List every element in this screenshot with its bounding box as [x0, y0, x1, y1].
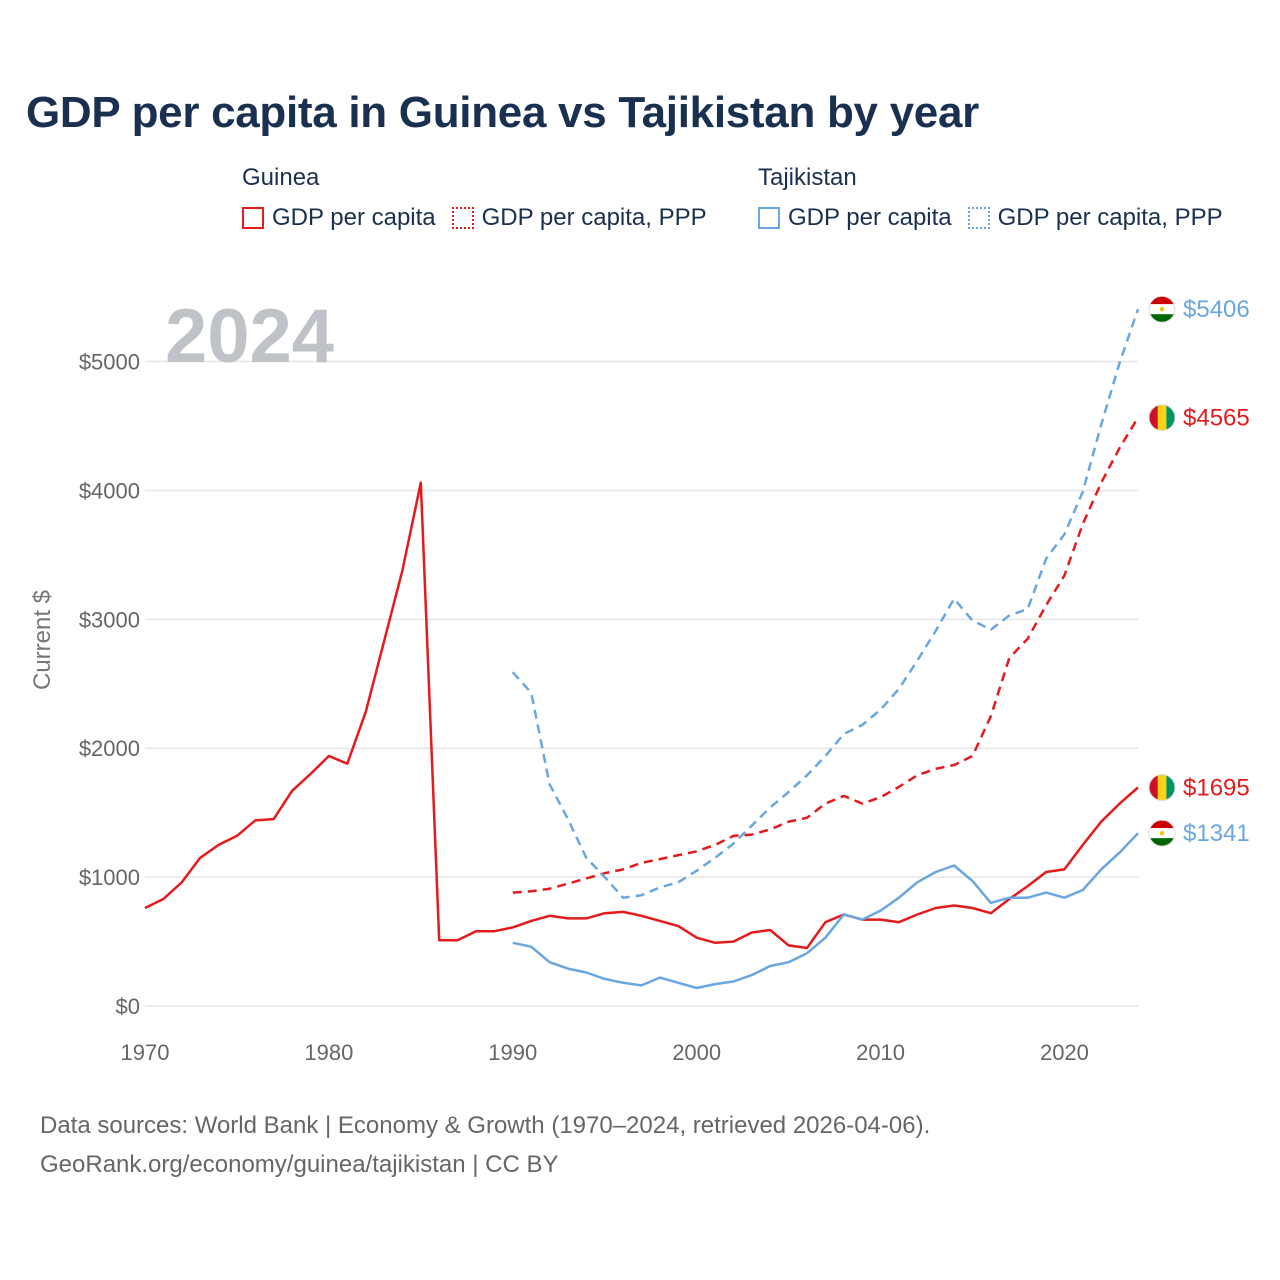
- series-line-guinea-gdp-per-capita-ppp[interactable]: [512, 416, 1140, 894]
- legend-group-guinea: Guinea GDP per capita GDP per capita, PP…: [242, 162, 723, 232]
- y-axis: $0 $1000 $2000 $3000 $4000 $5000: [79, 350, 140, 1019]
- end-value-label: $4565: [1183, 405, 1250, 432]
- legend-item-tajikistan-gdp-ppp[interactable]: GDP per capita, PPP: [967, 204, 1223, 232]
- x-tick-label: 1980: [304, 1040, 353, 1065]
- x-tick-label: 2000: [672, 1040, 721, 1065]
- legend-item-guinea-gdp[interactable]: GDP per capita: [242, 204, 436, 232]
- y-tick-label: $0: [116, 994, 140, 1019]
- legend-item-guinea-gdp-ppp[interactable]: GDP per capita, PPP: [451, 204, 707, 232]
- legend-group-tajikistan: Tajikistan GDP per capita GDP per capita…: [758, 162, 1239, 232]
- y-tick-label: $4000: [79, 478, 140, 503]
- end-markers: $1695 $4565 $1341 $5406: [1148, 295, 1250, 847]
- flag-icon-tajikistan: [1148, 295, 1176, 323]
- end-value-label: $1695: [1183, 775, 1250, 802]
- x-axis: 1970 1980 1990 2000 2010 2020: [121, 1040, 1089, 1065]
- flag-icon-guinea: [1148, 404, 1176, 432]
- legend-item-tajikistan-gdp[interactable]: GDP per capita: [758, 204, 952, 232]
- flag-icon-guinea: [1148, 774, 1176, 802]
- legend-group-name: Guinea: [242, 164, 320, 191]
- x-tick-label: 1970: [121, 1040, 170, 1065]
- x-tick-label: 1990: [488, 1040, 537, 1065]
- year-watermark: 2024: [165, 294, 334, 379]
- legend-label: GDP per capita, PPP: [997, 204, 1223, 231]
- end-value-label: $5406: [1183, 296, 1250, 323]
- series-line-tajikistan-gdp-per-capita[interactable]: [512, 832, 1139, 990]
- y-tick-label: $3000: [79, 607, 140, 632]
- footer-sources: Data sources: World Bank | Economy & Gro…: [40, 1112, 931, 1139]
- legend-swatch-solid: [758, 207, 780, 229]
- legend-swatch-dotted: [967, 207, 990, 229]
- legend-label: GDP per capita: [272, 204, 436, 231]
- gridlines: [145, 360, 1138, 1007]
- y-tick-label: $1000: [79, 865, 140, 890]
- chart-title: GDP per capita in Guinea vs Tajikistan b…: [26, 88, 979, 137]
- footer-link[interactable]: GeoRank.org/economy/guinea/tajikistan | …: [40, 1151, 559, 1178]
- legend-swatch-solid: [242, 207, 264, 229]
- y-axis-label: Current $: [29, 590, 56, 690]
- flag-icon-tajikistan: [1148, 819, 1176, 847]
- legend-label: GDP per capita, PPP: [481, 204, 707, 231]
- legend-group-name: Tajikistan: [758, 164, 857, 191]
- legend-label: GDP per capita: [788, 204, 952, 231]
- series-line-guinea-gdp-per-capita[interactable]: [144, 481, 1139, 950]
- x-tick-label: 2020: [1040, 1040, 1089, 1065]
- series-lines: [144, 308, 1140, 990]
- x-tick-label: 2010: [856, 1040, 905, 1065]
- legend-swatch-dotted: [451, 207, 474, 229]
- series-line-tajikistan-gdp-per-capita-ppp[interactable]: [511, 308, 1140, 899]
- y-tick-label: $2000: [79, 736, 140, 761]
- y-tick-label: $5000: [79, 350, 140, 375]
- footer: Data sources: World Bank | Economy & Gro…: [40, 1106, 930, 1184]
- end-value-label: $1341: [1183, 820, 1250, 847]
